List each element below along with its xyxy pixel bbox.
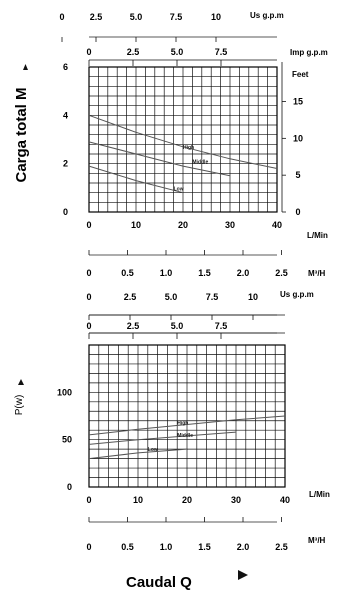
top-l-min-label: L/Min bbox=[307, 231, 328, 240]
caudal-arrow-icon bbox=[238, 570, 248, 580]
series-label-middle: Middle bbox=[177, 433, 193, 439]
top-scale-tick-label: 2.5 bbox=[127, 321, 140, 331]
bottom-scale-tick-label: 2.5 bbox=[275, 542, 288, 552]
bottom-scale-tick-label: 2.0 bbox=[237, 268, 250, 278]
right-axis-tick-label: 0 bbox=[295, 207, 300, 217]
top-imp-gpm-axis-label: Imp g.p.m bbox=[290, 48, 328, 57]
top-scale-tick-label: 10 bbox=[248, 292, 258, 302]
series-curve-low bbox=[88, 165, 184, 194]
y-tick-label: 50 bbox=[62, 435, 72, 445]
feet-axis-label: Feet bbox=[292, 70, 309, 79]
top-scale-tick-label: 0 bbox=[86, 292, 91, 302]
head-axis-title: Carga total M bbox=[13, 87, 30, 182]
power-axis-title: P(w) bbox=[14, 395, 25, 416]
bottom-scale-tick-label: 1.5 bbox=[198, 268, 211, 278]
top-scale-tick-label: 2.5 bbox=[124, 292, 137, 302]
series-label-low: Low bbox=[148, 447, 158, 453]
x-tick-label: 0 bbox=[86, 495, 91, 505]
top-scale-tick-label: 2.5 bbox=[90, 12, 103, 22]
x-tick-label: 10 bbox=[133, 495, 143, 505]
series-label-high: High bbox=[177, 421, 188, 427]
carga-total-label: Carga total M bbox=[13, 87, 30, 182]
power-axis-arrow-icon bbox=[18, 379, 24, 385]
bottom-scale-tick-label: 2.0 bbox=[237, 542, 250, 552]
x-tick-label: 30 bbox=[225, 220, 235, 230]
caudal-q-label: Caudal Q bbox=[126, 574, 192, 590]
top-scale-tick-label: 7.5 bbox=[215, 321, 228, 331]
right-axis-tick-label: 15 bbox=[293, 97, 303, 107]
plot-frame bbox=[88, 66, 278, 213]
series-curve-high bbox=[88, 114, 278, 169]
top-scale-tick-label: 7.5 bbox=[206, 292, 219, 302]
bottom-scale-tick-label: 0.5 bbox=[121, 268, 134, 278]
top-scale-tick-label: 0 bbox=[59, 12, 64, 22]
x-tick-label: 20 bbox=[182, 495, 192, 505]
top-m3h-axis-label: M³/H bbox=[308, 269, 326, 278]
top-scale-tick-label: 0 bbox=[86, 321, 91, 331]
head-axis-arrow-icon bbox=[23, 64, 28, 70]
top-chart-axes: Us g.p.m Imp g.p.m Feet L/Min M³/H bbox=[89, 11, 328, 278]
right-axis-tick-label: 10 bbox=[293, 133, 303, 143]
series-curve-low bbox=[88, 448, 188, 460]
bottom-chart-axes: Us g.p.m L/Min M³/H bbox=[89, 290, 330, 545]
y-tick-label: 0 bbox=[63, 207, 68, 217]
y-tick-label: 0 bbox=[67, 482, 72, 492]
top-scale-tick-label: 2.5 bbox=[127, 47, 140, 57]
bottom-scale-tick-label: 2.5 bbox=[275, 268, 288, 278]
top-scale-tick-label: 5.0 bbox=[165, 292, 178, 302]
x-tick-label: 0 bbox=[86, 220, 91, 230]
p-w-label: P(w) bbox=[14, 395, 25, 416]
top-scale-tick-label: 10 bbox=[211, 12, 221, 22]
top-scale-tick-label: 5.0 bbox=[130, 12, 143, 22]
y-tick-label: 2 bbox=[63, 159, 68, 169]
y-tick-label: 4 bbox=[63, 110, 68, 120]
top-scale-tick-label: 5.0 bbox=[171, 47, 184, 57]
bottom-scale-tick-label: 1.5 bbox=[198, 542, 211, 552]
x-tick-label: 10 bbox=[131, 220, 141, 230]
series-curve-middle bbox=[88, 431, 237, 445]
top-us-gpm-axis-label: Us g.p.m bbox=[250, 11, 284, 20]
bottom-m3h-axis-label: M³/H bbox=[308, 536, 326, 545]
x-tick-label: 20 bbox=[178, 220, 188, 230]
x-tick-label: 30 bbox=[231, 495, 241, 505]
bottom-l-min-label: L/Min bbox=[309, 490, 330, 499]
right-axis-tick-label: 5 bbox=[295, 170, 300, 180]
series-curve-high bbox=[88, 415, 286, 436]
top-scale-tick-label: 5.0 bbox=[171, 321, 184, 331]
bottom-scale-tick-label: 0 bbox=[86, 268, 91, 278]
series-label-middle: Middle bbox=[192, 160, 208, 166]
top-scale-tick-label: 0 bbox=[86, 47, 91, 57]
top-scale-tick-label: 7.5 bbox=[215, 47, 228, 57]
bottom-us-gpm-axis-label: Us g.p.m bbox=[280, 290, 314, 299]
series-curve-middle bbox=[88, 141, 231, 177]
bottom-scale-tick-label: 0 bbox=[86, 542, 91, 552]
series-label-high: High bbox=[183, 145, 194, 151]
x-tick-label: 40 bbox=[280, 495, 290, 505]
x-tick-label: 40 bbox=[272, 220, 282, 230]
top-scale-tick-label: 7.5 bbox=[170, 12, 183, 22]
bottom-scale-tick-label: 1.0 bbox=[160, 542, 173, 552]
y-tick-label: 6 bbox=[63, 62, 68, 72]
series-label-low: Low bbox=[174, 186, 184, 192]
head-chart: 0 10 20 30 40 0 2 4 6 0 5 10 15 0 2.5 5.0 7.5 10 0 2.5 5.0 7.… bbox=[59, 12, 303, 278]
y-tick-label: 100 bbox=[57, 387, 72, 397]
bottom-scale-tick-label: 0.5 bbox=[121, 542, 134, 552]
bottom-scale-tick-label: 1.0 bbox=[160, 268, 173, 278]
